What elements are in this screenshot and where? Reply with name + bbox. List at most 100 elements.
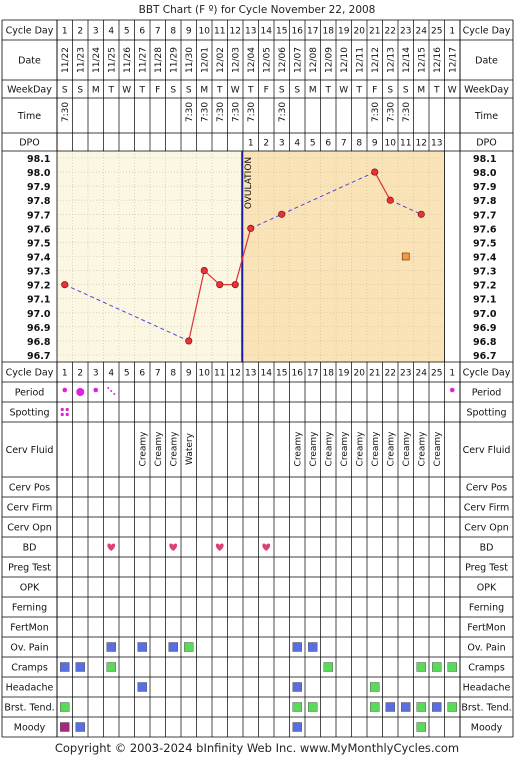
temp-point <box>61 281 69 289</box>
weekday-label: M <box>309 86 317 96</box>
row-label-left: Date <box>18 56 41 67</box>
row-label-right: Cerv Pos <box>466 483 507 494</box>
symptom-marker-cramps <box>106 662 116 672</box>
row-label-left: Cerv Fluid <box>6 445 54 456</box>
cycle-day-number: 22 <box>385 27 396 37</box>
period-dot <box>449 387 455 393</box>
y-tick-right: 97.6 <box>473 224 497 235</box>
y-tick-right: 97.4 <box>473 253 497 264</box>
time-label: 7:30 <box>247 102 257 122</box>
cycle-day-number: 7 <box>155 369 161 379</box>
cycle-day-number: 1 <box>449 27 455 37</box>
date-label: 12/11 <box>355 47 365 73</box>
row-label-left: Cerv Opn <box>7 523 52 534</box>
weekday-label: T <box>325 86 332 96</box>
date-label: 12/02 <box>216 47 226 73</box>
symptom-marker-headache <box>292 682 302 692</box>
symptom-marker-ov-pain <box>184 642 194 652</box>
cycle-day-number: 8 <box>170 369 176 379</box>
cerv-fluid-label: Creamy <box>169 431 179 467</box>
dpo-number: 5 <box>310 139 316 149</box>
date-label: 12/09 <box>324 47 334 73</box>
weekday-label: S <box>170 86 176 96</box>
temp-line-segment <box>390 199 422 215</box>
row-label-left: FertMon <box>10 623 48 634</box>
symptom-marker-cramps <box>447 662 457 672</box>
row-label-left: BD <box>23 543 37 554</box>
y-tick-right: 97.0 <box>473 309 497 320</box>
y-tick-right: 96.9 <box>473 323 496 334</box>
weekday-label: S <box>294 86 300 96</box>
symptom-marker-cramps <box>432 662 442 672</box>
row-label-right: Ov. Pain <box>467 643 505 654</box>
dpo-number: 13 <box>431 139 442 149</box>
symptom-marker-brst-tend <box>447 702 457 712</box>
temp-point <box>278 210 286 218</box>
y-tick-left: 97.8 <box>27 196 51 207</box>
row-label-right: Moody <box>471 723 503 734</box>
weekday-label: W <box>122 86 131 96</box>
cycle-day-number: 10 <box>199 27 211 37</box>
y-tick-left: 97.7 <box>27 210 50 221</box>
row-label-left: Cramps <box>11 663 48 674</box>
cycle-day-number: 24 <box>416 27 428 37</box>
date-label: 11/28 <box>154 47 164 73</box>
row-label-right: Ferning <box>469 603 504 614</box>
symptom-marker-cramps <box>416 662 426 672</box>
cycle-day-number: 11 <box>214 369 225 379</box>
symptom-marker-ov-pain <box>168 642 178 652</box>
date-label: 12/06 <box>278 47 288 73</box>
symptom-marker-brst-tend <box>292 702 302 712</box>
cycle-day-number: 21 <box>369 27 380 37</box>
cycle-day-number: 23 <box>400 369 411 379</box>
row-label-right: BD <box>480 543 494 554</box>
weekday-label: S <box>279 86 285 96</box>
bd-heart <box>262 543 271 551</box>
row-label-right: Preg Test <box>465 563 508 574</box>
y-tick-right: 97.8 <box>473 196 497 207</box>
y-tick-left: 97.9 <box>27 182 50 193</box>
weekday-label: F <box>264 86 269 96</box>
symptom-marker-brst-tend <box>385 702 395 712</box>
y-tick-left: 97.4 <box>27 253 51 264</box>
row-label-left: Period <box>15 388 45 399</box>
cycle-day-number: 24 <box>416 369 428 379</box>
y-tick-right: 98.1 <box>473 154 496 165</box>
cycle-day-number: 1 <box>449 369 455 379</box>
cycle-day-number: 14 <box>261 369 273 379</box>
symptom-marker-ov-pain <box>106 642 116 652</box>
time-label: 7:30 <box>231 102 241 122</box>
row-label-right: OPK <box>477 583 497 594</box>
cycle-day-number: 16 <box>292 369 304 379</box>
cerv-fluid-label: Creamy <box>293 431 303 467</box>
date-label: 12/07 <box>293 47 303 73</box>
symptom-marker-brst-tend <box>416 702 426 712</box>
excluded-temp-point <box>401 252 410 261</box>
period-dot <box>62 387 68 393</box>
cerv-fluid-label: Creamy <box>386 431 396 467</box>
y-tick-right: 97.7 <box>473 210 496 221</box>
date-label: 12/15 <box>417 47 427 73</box>
weekday-label: S <box>387 86 393 96</box>
date-label: 11/25 <box>107 47 117 73</box>
symptom-marker-brst-tend <box>401 702 411 712</box>
temp-point <box>371 168 379 176</box>
weekday-label: M <box>200 86 208 96</box>
dpo-number: 1 <box>248 139 254 149</box>
row-label-right: Headache <box>463 683 511 694</box>
date-label: 12/16 <box>433 47 443 73</box>
cycle-day-number: 10 <box>199 369 211 379</box>
temp-point <box>247 224 255 232</box>
label-cell-bg <box>2 40 57 80</box>
cycle-day-number: 1 <box>62 369 68 379</box>
weekday-label: S <box>62 86 68 96</box>
temp-point <box>200 267 208 275</box>
y-tick-left: 97.5 <box>27 238 50 249</box>
date-label: 12/08 <box>309 47 319 73</box>
symptom-marker-brst-tend <box>370 702 380 712</box>
symptom-marker-moody <box>75 722 85 732</box>
temp-line-segment <box>234 228 252 285</box>
cycle-day-number: 8 <box>170 27 176 37</box>
cycle-day-number: 23 <box>400 27 411 37</box>
